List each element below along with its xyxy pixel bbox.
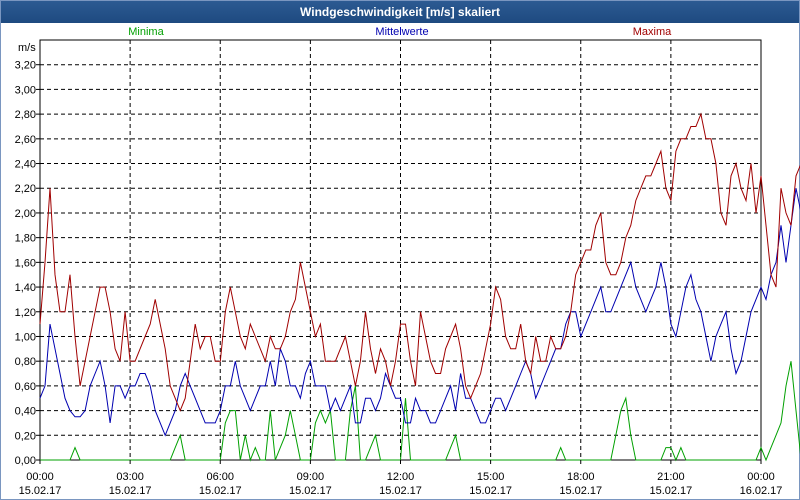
x-tick-date: 15.02.17 [379, 485, 422, 497]
y-tick-label: 0,40 [15, 406, 36, 418]
y-tick-label: 2,80 [15, 109, 36, 121]
y-tick-label: 2,20 [15, 183, 36, 195]
y-tick-label: 0,20 [15, 430, 36, 442]
x-tick-date: 15.02.17 [199, 485, 242, 497]
y-tick-label: 1,00 [15, 331, 36, 343]
series-lines [39, 112, 800, 462]
y-axis-unit: m/s [18, 42, 36, 54]
series-maxima-line [39, 112, 800, 412]
legend-minima: Minima [128, 26, 164, 38]
y-tick-label: 3,20 [15, 60, 36, 72]
y-tick-label: 2,60 [15, 134, 36, 146]
x-tick-time: 18:00 [567, 471, 595, 483]
x-tick-time: 00:00 [747, 471, 775, 483]
y-tick-label: 1,20 [15, 307, 36, 319]
x-tick-date: 15.02.17 [469, 485, 512, 497]
y-tick-label: 2,00 [15, 208, 36, 220]
x-tick-date: 15.02.17 [649, 485, 692, 497]
legend-maxima: Maxima [633, 26, 672, 38]
x-tick-time: 12:00 [387, 471, 415, 483]
x-tick-time: 09:00 [297, 471, 325, 483]
grid-lines [40, 40, 761, 460]
x-tick-time: 00:00 [26, 471, 54, 483]
x-tick-time: 21:00 [657, 471, 685, 483]
x-tick-time: 15:00 [477, 471, 505, 483]
y-tick-label: 3,00 [15, 84, 36, 96]
x-tick-date: 15.02.17 [109, 485, 152, 497]
chart-title: Windgeschwindigkeit [m/s] skaliert [1, 1, 799, 23]
axis-labels: 0,00 0,20 0,40 0,60 0,80 1,00 1,20 1,40 1,60 1,80… [15, 60, 783, 497]
series-mittelwerte-line [39, 188, 800, 437]
y-tick-label: 1,60 [15, 257, 36, 269]
y-tick-label: 0,80 [15, 356, 36, 368]
x-tick-date: 15.02.17 [289, 485, 332, 497]
x-tick-date: 15.02.17 [19, 485, 62, 497]
x-tick-date: 15.02.17 [559, 485, 602, 497]
y-tick-label: 1,80 [15, 233, 36, 245]
y-tick-label: 1,40 [15, 282, 36, 294]
y-tick-label: 2,40 [15, 159, 36, 171]
y-tick-label: 0,60 [15, 381, 36, 393]
x-tick-date: 16.02.17 [740, 485, 783, 497]
series-minima-line [40, 361, 800, 462]
x-tick-time: 03:00 [116, 471, 144, 483]
legend-mittelwerte: Mittelwerte [375, 26, 428, 38]
x-tick-time: 06:00 [206, 471, 234, 483]
y-tick-label: 0,00 [15, 455, 36, 467]
